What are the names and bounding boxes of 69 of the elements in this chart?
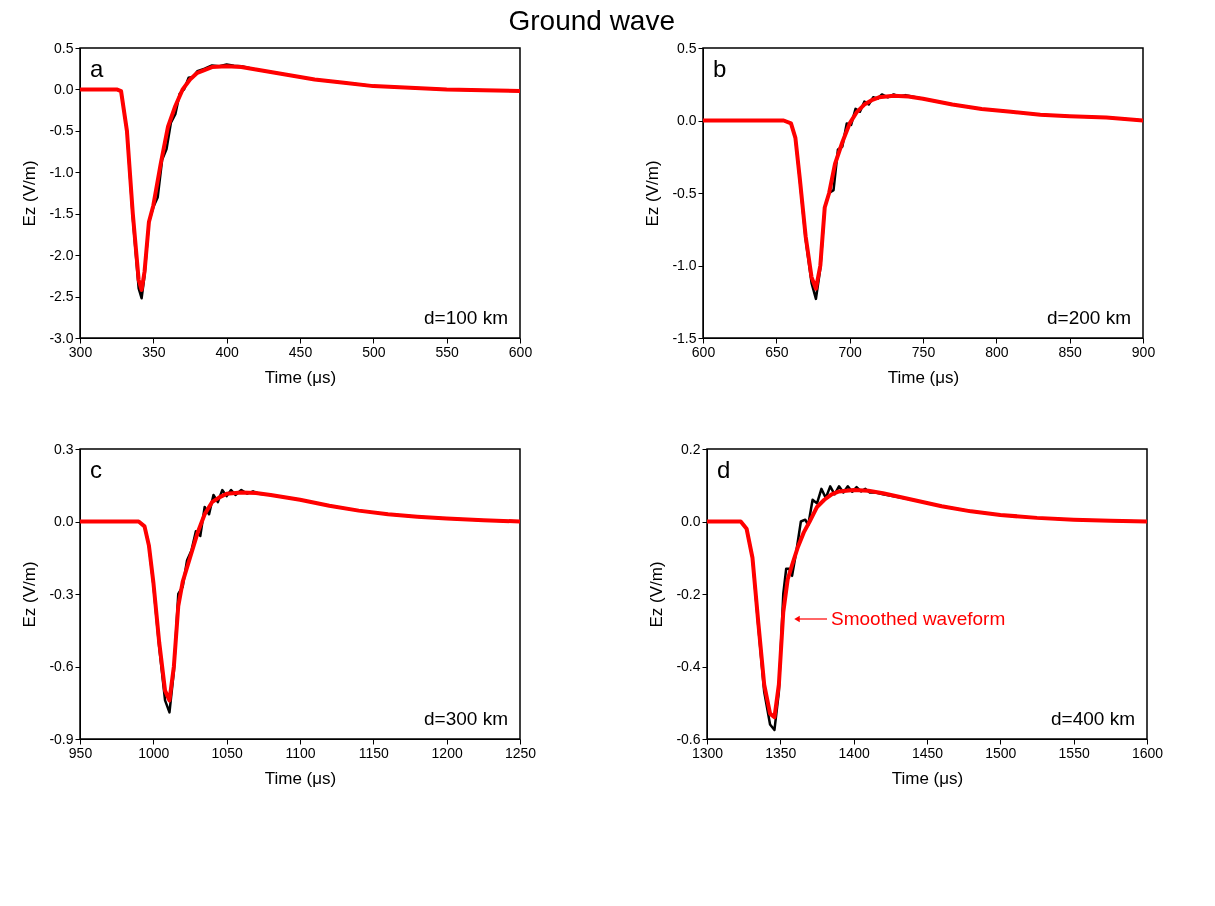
y-tick-label: -1.0 xyxy=(672,257,697,273)
y-tick-label: -0.9 xyxy=(49,730,74,747)
x-tick-label: 800 xyxy=(985,343,1009,360)
y-tick-label: -1.0 xyxy=(49,163,74,180)
x-tick-label: 300 xyxy=(68,343,93,360)
x-tick-label: 450 xyxy=(288,343,313,360)
annotation: d=200 km xyxy=(1047,307,1131,328)
x-tick-label: 1000 xyxy=(138,744,170,761)
x-tick-label: 1300 xyxy=(691,744,724,761)
x-tick-label: 1500 xyxy=(985,744,1017,761)
annotation: Smoothed waveform xyxy=(831,608,1006,629)
y-tick-label: -0.4 xyxy=(676,658,701,674)
y-tick-label: 0.0 xyxy=(677,112,697,128)
x-tick-label: 400 xyxy=(215,343,240,360)
y-axis-title: Ez (V/m) xyxy=(20,160,40,227)
y-tick-label: 0.0 xyxy=(54,80,74,97)
x-axis-title: Time (μs) xyxy=(891,768,964,788)
x-tick-label: 1600 xyxy=(1131,744,1164,761)
y-axis-title: Ez (V/m) xyxy=(643,160,663,227)
x-tick-label: 1250 xyxy=(504,744,537,761)
x-tick-label: 1200 xyxy=(431,744,463,761)
y-tick-label: -3.0 xyxy=(49,329,74,346)
annotation: b xyxy=(713,55,727,82)
x-tick-label: 850 xyxy=(1058,343,1083,360)
x-tick-label: 1100 xyxy=(285,744,316,761)
annotation: c xyxy=(90,456,102,483)
annotation: d=300 km xyxy=(424,708,508,729)
y-tick-label: -0.6 xyxy=(676,730,701,747)
x-tick-label: 1450 xyxy=(911,744,944,761)
y-tick-label: 0.5 xyxy=(677,39,697,56)
x-axis-title: Time (μs) xyxy=(264,367,337,387)
text: Ground wave xyxy=(508,5,675,37)
x-tick-label: 650 xyxy=(765,343,789,360)
x-tick-label: 1050 xyxy=(211,744,243,761)
y-tick-label: -1.5 xyxy=(672,329,697,346)
x-tick-label: 750 xyxy=(911,343,936,360)
annotation: d=400 km xyxy=(1051,708,1135,729)
annotation: d xyxy=(717,456,731,483)
y-tick-label: -0.2 xyxy=(676,585,701,602)
y-tick-label: -2.0 xyxy=(49,246,74,263)
y-tick-label: 0.0 xyxy=(681,513,701,529)
annotation: a xyxy=(90,55,104,82)
y-axis-title: Ez (V/m) xyxy=(647,561,667,628)
x-tick-label: 350 xyxy=(142,343,166,360)
x-tick-label: 600 xyxy=(691,343,716,360)
y-axis-title: Ez (V/m) xyxy=(20,561,40,628)
x-tick-label: 700 xyxy=(838,343,863,360)
x-tick-label: 1350 xyxy=(765,744,797,761)
x-axis-title: Time (μs) xyxy=(887,367,960,387)
x-tick-label: 550 xyxy=(435,343,460,360)
x-tick-label: 500 xyxy=(362,343,386,360)
y-tick-label: -0.5 xyxy=(49,122,74,139)
y-tick-label: -0.3 xyxy=(49,585,74,602)
y-tick-label: -1.5 xyxy=(49,205,74,222)
y-tick-label: -0.5 xyxy=(672,184,697,201)
y-tick-label: -2.5 xyxy=(49,288,74,305)
x-tick-label: 950 xyxy=(68,744,93,761)
y-tick-label: 0.0 xyxy=(54,513,74,529)
y-tick-label: 0.2 xyxy=(681,440,701,457)
x-tick-label: 1150 xyxy=(358,744,390,761)
x-tick-label: 600 xyxy=(508,343,533,360)
y-tick-label: 0.3 xyxy=(54,440,74,457)
x-tick-label: 1400 xyxy=(838,744,870,761)
x-axis-title: Time (μs) xyxy=(264,768,337,788)
annotation: d=100 km xyxy=(424,307,508,328)
y-tick-label: 0.5 xyxy=(54,39,74,56)
x-tick-label: 900 xyxy=(1131,343,1156,360)
x-tick-label: 1550 xyxy=(1058,744,1090,761)
y-tick-label: -0.6 xyxy=(49,658,74,674)
